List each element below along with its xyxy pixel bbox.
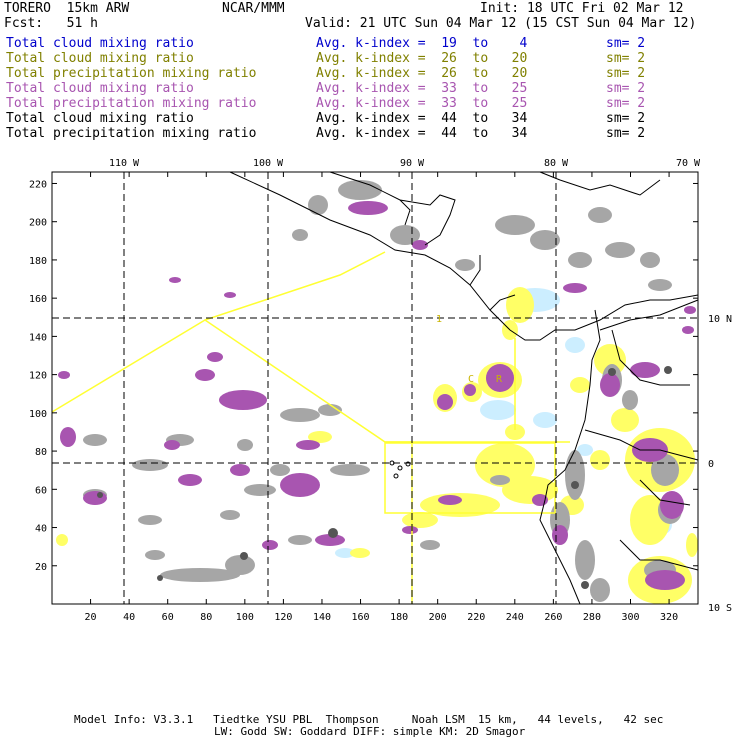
longitude-label: 90 W [400,158,425,169]
y-tick-label: 60 [35,485,47,496]
y-tick-label: 180 [29,256,47,267]
x-tick-label: 100 [236,612,254,623]
legend-label: Total cloud mixing ratio [6,81,194,96]
legend-row: Total precipitation mixing ratio Avg. k-i… [6,66,736,81]
x-tick-label: 280 [583,612,601,623]
model-title: TORERO 15km ARW [4,1,130,16]
map-figure: 1C R 20 40 60 80 100 120 140 160 180 200 220 240 260 2… [29,158,732,623]
map-annotations: 1 C R [436,314,503,385]
longitude-label: 80 W [544,158,569,169]
legend-label: Total cloud mixing ratio [6,51,194,66]
legend-row: Total cloud mixing ratio Avg. k-index = 3… [6,81,736,96]
x-tick-label: 260 [544,612,562,623]
model-info-line: Model Info: V3.3.1 Tiedtke YSU PBL Thomp… [74,713,664,726]
map-background [52,172,698,604]
y-tick-label: 40 [35,524,47,535]
legend-k-index: Avg. k-index = 33 to 25 [316,96,528,111]
legend-k-index: Avg. k-index = 26 to 20 [316,51,528,66]
x-tick-label: 300 [621,612,639,623]
x-tick-label: 320 [660,612,678,623]
y-tick-label: 120 [29,371,47,382]
y-tick-label: 200 [29,218,47,229]
legend-label: Total cloud mixing ratio [6,111,194,126]
y-tick-label: 80 [35,447,47,458]
longitude-label: 110 W [109,158,140,169]
map-frame [51,171,699,605]
legend-label: Total precipitation mixing ratio [6,66,257,81]
x-axis-ticks: 20 40 60 80 100 120 140 160 180 200 220 240 260 280 30… [85,172,678,623]
longitude-labels: 110 W 100 W 90 W 80 W 70 W [109,158,701,169]
legend-k-index: Avg. k-index = 44 to 34 [316,126,528,141]
longitude-label: 100 W [253,158,284,169]
forecast-hour: Fcst: 51 h [4,16,98,31]
legend-row: Total cloud mixing ratio Avg. k-index = 1… [6,36,736,51]
legend-label: Total precipitation mixing ratio [6,126,257,141]
x-tick-label: 40 [123,612,135,623]
legend-row: Total precipitation mixing ratio Avg. k-i… [6,96,736,111]
legend-k-index: Avg. k-index = 19 to 4 [316,36,528,51]
physics-info-line: LW: Godd SW: Goddard DIFF: simple KM: 2D… [214,725,526,738]
x-tick-label: 120 [274,612,292,623]
latitude-label: 10 S [708,603,732,614]
y-tick-label: 140 [29,332,47,343]
map-annotation: C [468,374,474,385]
init-time: Init: 18 UTC Fri 02 Mar 12 [480,1,684,16]
y-tick-label: 160 [29,294,47,305]
center-name: NCAR/MMM [222,1,285,16]
legend-smoothing: sm= 2 [606,96,646,111]
y-tick-label: 100 [29,409,47,420]
legend-smoothing: sm= 2 [606,111,646,126]
legend-row: Total cloud mixing ratio Avg. k-index = 2… [6,51,736,66]
legend-row: Total cloud mixing ratio Avg. k-index = 4… [6,111,736,126]
x-tick-label: 180 [390,612,408,623]
latitude-labels: 10 N 0 10 S [708,314,732,614]
legend-smoothing: sm= 2 [606,81,646,96]
legend-k-index: Avg. k-index = 44 to 34 [316,111,528,126]
y-axis-ticks: 20 40 60 80 100 120 140 160 180 200 220 [29,179,698,573]
x-tick-label: 20 [85,612,97,623]
legend-smoothing: sm= 2 [606,126,646,141]
valid-time: Valid: 21 UTC Sun 04 Mar 12 (15 CST Sun … [305,16,697,31]
latitude-label: 10 N [708,314,732,325]
legend-k-index: Avg. k-index = 33 to 25 [316,81,528,96]
x-tick-label: 60 [162,612,174,623]
x-tick-label: 160 [352,612,370,623]
x-tick-label: 200 [429,612,447,623]
longitude-label: 70 W [676,158,701,169]
legend-label: Total cloud mixing ratio [6,36,194,51]
y-tick-label: 220 [29,179,47,190]
x-tick-label: 80 [200,612,212,623]
legend-k-index: Avg. k-index = 26 to 20 [316,66,528,81]
x-tick-label: 140 [313,612,331,623]
map-annotation: R [496,374,503,385]
y-tick-label: 20 [35,562,47,573]
legend-smoothing: sm= 2 [606,66,646,81]
legend-label: Total precipitation mixing ratio [6,96,257,111]
latitude-label: 0 [708,459,714,470]
legend-row: Total precipitation mixing ratio Avg. k-i… [6,126,736,141]
dark-cloud-cores [97,366,672,589]
x-tick-label: 240 [506,612,524,623]
map-annotation: 1 [436,314,442,325]
x-tick-label: 220 [467,612,485,623]
legend-smoothing: sm= 2 [606,51,646,66]
lat-lon-grid [52,172,698,604]
legend-smoothing: sm= 2 [606,36,646,51]
coastlines [229,171,699,605]
